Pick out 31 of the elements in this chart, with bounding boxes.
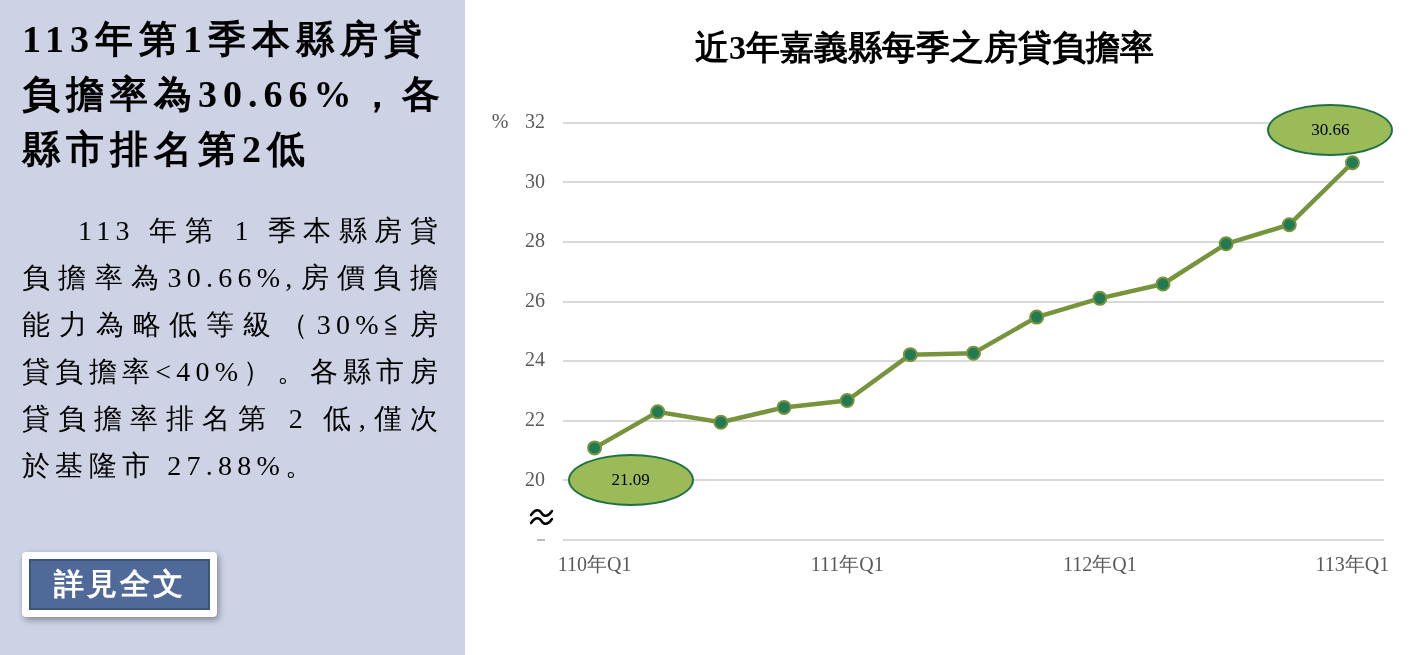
point	[776, 399, 792, 415]
point	[902, 347, 918, 363]
point	[713, 414, 729, 430]
y-tick-label: 32	[525, 110, 545, 133]
y-tick-label: 22	[525, 408, 545, 431]
x-tick-label: 112年Q1	[1062, 553, 1137, 576]
point	[1281, 217, 1297, 233]
point	[839, 393, 855, 409]
x-tick-label: 113年Q1	[1315, 553, 1390, 576]
data-label: 21.09	[611, 469, 650, 490]
y-axis-title: %	[491, 110, 509, 133]
text: 113年第1季本縣房貸負擔率為30.66%，各縣市排名第2低	[22, 17, 447, 172]
point	[1029, 309, 1045, 325]
y-tick-label: 20	[525, 467, 545, 490]
data-label: 30.66	[1311, 119, 1350, 140]
point	[1155, 276, 1171, 292]
y-tick-label: 30	[525, 169, 545, 192]
y-tick-label: 28	[525, 229, 545, 252]
point	[1218, 236, 1234, 252]
point	[587, 440, 603, 456]
point	[1092, 290, 1108, 306]
chart-title: 近3年嘉義縣每季之房貸負擔率	[695, 29, 1154, 67]
x-tick-label: 110年Q1	[557, 553, 632, 576]
point	[1344, 155, 1360, 171]
text: 113 年第 1 季本縣房貸負擔率為30.66%,房價負擔能力為略低等級（30%≦房貸負擔率<40%）。各縣市房貸負擔率排名第 2 低,僅次於基隆市 27.88%。	[22, 214, 443, 483]
point	[650, 404, 666, 420]
y-tick-label: 26	[525, 288, 545, 311]
y-tick-label: 24	[525, 348, 545, 371]
point	[966, 345, 981, 361]
text: 詳見全文	[29, 559, 210, 610]
x-tick-label: 111年Q1	[810, 553, 884, 576]
